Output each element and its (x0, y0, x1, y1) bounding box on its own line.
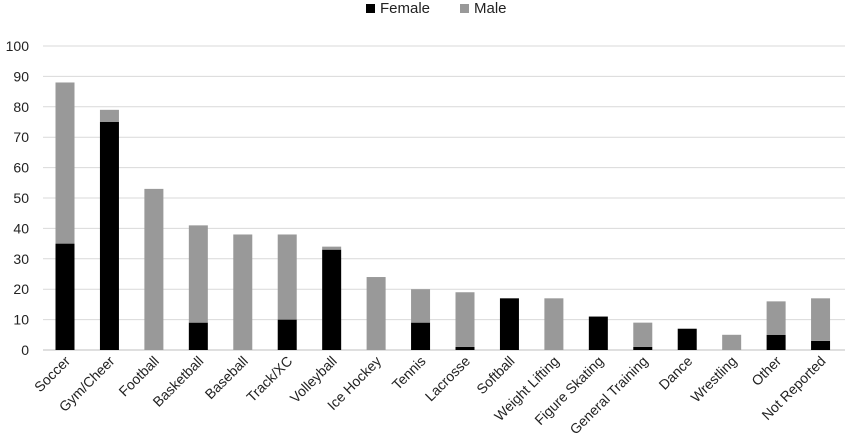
x-tick-label: Soccer (31, 353, 73, 395)
x-tick-label: Tennis (389, 353, 429, 393)
bar-female-soccer (55, 243, 75, 350)
x-tick-label: Track/XC (243, 353, 295, 405)
bar-male-football (144, 188, 164, 350)
bar-male-volleyball (322, 246, 342, 250)
bar-female-track-xc (277, 319, 297, 350)
y-tick-label: 60 (13, 160, 29, 176)
bar-male-not-reported (811, 298, 831, 341)
y-tick-label: 20 (13, 281, 29, 297)
bar-male-track-xc (277, 234, 297, 320)
x-tick-label: General Training (566, 353, 651, 438)
bar-female-basketball (188, 322, 208, 350)
bar-male-lacrosse (455, 292, 475, 347)
bar-male-tennis (411, 289, 431, 323)
y-tick-label: 70 (13, 129, 29, 145)
x-axis: SoccerGym/CheerFootballBasketballBasebal… (31, 353, 829, 438)
bar-female-general-training (633, 346, 653, 350)
bar-female-lacrosse (455, 346, 475, 350)
y-tick-label: 90 (13, 68, 29, 84)
bar-female-not-reported (811, 340, 831, 350)
legend-label-male: Male (474, 0, 507, 17)
y-tick-label: 80 (13, 99, 29, 115)
y-tick-label: 30 (13, 251, 29, 267)
bar-male-gym-cheer (99, 109, 119, 122)
x-tick-label: Wrestling (687, 353, 739, 405)
bar-male-other (766, 301, 786, 335)
y-tick-label: 0 (21, 342, 29, 358)
bar-female-figure-skating (588, 316, 608, 350)
legend: Female Male (0, 0, 850, 18)
x-tick-label: Softball (473, 353, 517, 397)
legend-swatch-male (460, 4, 469, 13)
legend-swatch-female (366, 4, 375, 13)
x-tick-label: Other (748, 353, 784, 389)
bar-male-wrestling (722, 334, 742, 350)
legend-item-female: Female (366, 0, 430, 17)
legend-label-female: Female (380, 0, 431, 17)
bar-male-weight-lifting (544, 298, 564, 350)
bar-female-other (766, 334, 786, 350)
bar-male-soccer (55, 82, 75, 244)
gridlines (43, 45, 845, 351)
bar-female-dance (677, 328, 697, 350)
bar-female-gym-cheer (99, 122, 119, 350)
bar-male-ice-hockey (366, 277, 386, 350)
bar-male-baseball (233, 234, 253, 350)
y-tick-label: 10 (13, 312, 29, 328)
bar-female-volleyball (322, 249, 342, 350)
y-tick-label: 100 (6, 38, 30, 54)
x-tick-label: Lacrosse (422, 353, 474, 405)
y-tick-label: 50 (13, 190, 29, 206)
bar-male-basketball (188, 225, 208, 323)
legend-item-male: Male (460, 0, 507, 17)
x-tick-label: Dance (655, 353, 695, 393)
bars (55, 82, 831, 350)
y-tick-label: 40 (13, 220, 29, 236)
bar-male-general-training (633, 322, 653, 347)
y-axis: 0 10 20 30 40 50 60 70 80 90 100 (6, 38, 30, 358)
bar-female-softball (499, 298, 519, 350)
bar-female-tennis (411, 322, 431, 350)
